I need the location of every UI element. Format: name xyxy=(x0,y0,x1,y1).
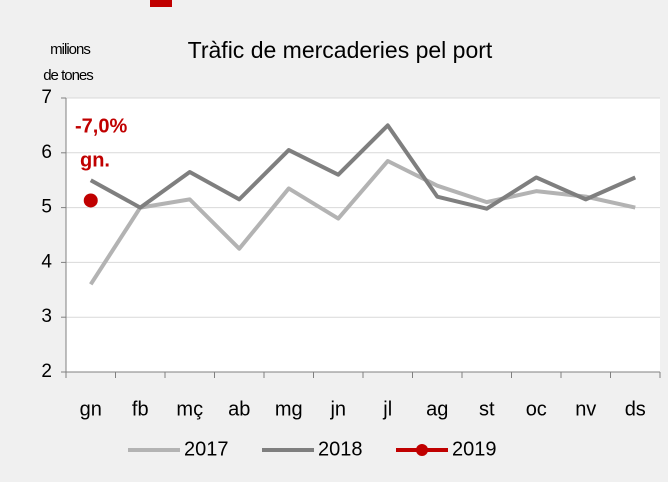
y-tick-label: 5 xyxy=(41,197,52,218)
x-tick-label: oc xyxy=(526,398,547,420)
x-tick-label: mç xyxy=(176,398,203,420)
x-tick-label: st xyxy=(479,398,495,420)
x-tick-label: jl xyxy=(382,398,392,420)
y-tick-label: 6 xyxy=(41,142,52,163)
legend-label: 2018 xyxy=(318,438,363,460)
legend-label: 2017 xyxy=(184,438,229,460)
legend-marker xyxy=(416,444,428,456)
x-tick-label: nv xyxy=(575,398,596,420)
series-line xyxy=(89,123,637,211)
x-tick-label: fb xyxy=(132,398,149,420)
x-tick-label: mg xyxy=(275,398,303,420)
chart-title: Tràfic de mercaderies pel port xyxy=(188,37,493,63)
clipped-heading xyxy=(150,0,172,7)
x-tick-label: gn xyxy=(80,398,102,420)
y-tick-label: 4 xyxy=(41,251,52,272)
x-tick-label: jn xyxy=(329,398,346,420)
y-axis-label: de tones xyxy=(43,67,93,84)
y-tick-label: 7 xyxy=(41,87,52,108)
y-tick-label: 2 xyxy=(41,361,52,382)
x-tick-label: ag xyxy=(426,398,448,420)
annotation: gn. xyxy=(80,149,110,171)
plot-area xyxy=(66,98,660,372)
annotation: -7,0% xyxy=(75,115,127,137)
y-axis-label: milions xyxy=(50,41,90,58)
series-marker xyxy=(83,193,98,208)
x-tick-label: ds xyxy=(625,398,646,420)
legend-label: 2019 xyxy=(452,438,497,460)
series-line xyxy=(89,159,636,286)
x-tick-label: ab xyxy=(228,398,250,420)
y-tick-label: 3 xyxy=(41,306,52,327)
